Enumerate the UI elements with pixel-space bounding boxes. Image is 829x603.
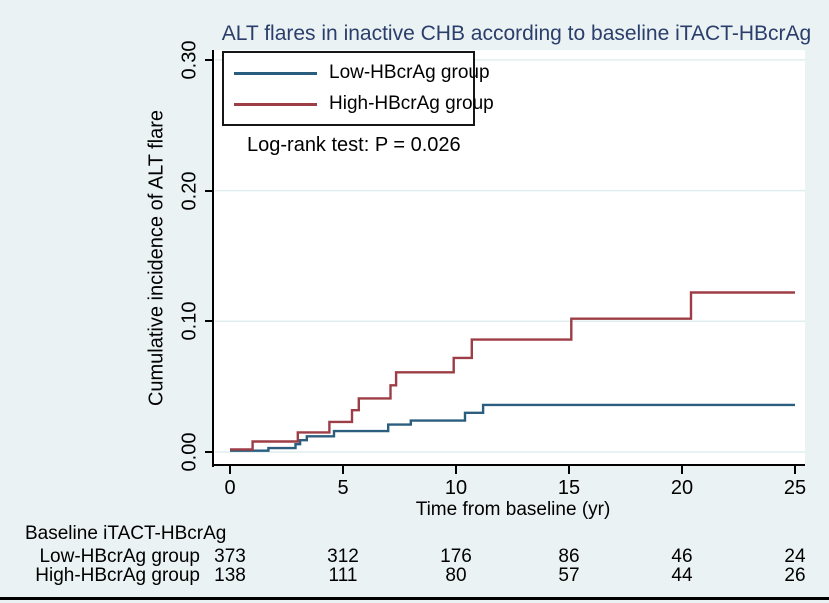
y-tick-label: 0.30: [178, 40, 201, 80]
curve-low-hbcrag-group: [230, 403, 795, 452]
x-tick-label: 25: [783, 477, 807, 499]
legend: Low-HBcrAg group High-HBcrAg group: [222, 51, 494, 126]
risk-count: 44: [671, 565, 693, 586]
x-tick-label: 0: [224, 477, 236, 499]
risk-count: 46: [671, 546, 693, 567]
x-tick-label: 15: [557, 477, 581, 499]
x-tick-label: 5: [337, 477, 349, 499]
risk-table-title: Baseline iTACT-HBcrAg: [25, 523, 227, 544]
x-tick-mark: [229, 466, 231, 474]
risk-count: 373: [214, 546, 246, 567]
risk-count: 312: [327, 546, 359, 567]
bottom-divider: [0, 597, 829, 600]
chart-title: ALT flares in inactive CHB according to …: [221, 22, 812, 45]
legend-item: Low-HBcrAg group: [224, 62, 490, 84]
risk-count: 86: [558, 546, 580, 567]
x-tick-mark: [568, 466, 570, 474]
risk-count: 57: [558, 565, 580, 586]
risk-count: 111: [328, 565, 358, 586]
x-axis-line: [212, 464, 805, 466]
y-axis-line: [212, 50, 214, 467]
legend-item-label: High-HBcrAg group: [329, 93, 494, 114]
risk-row-label: High-HBcrAg group: [35, 565, 200, 586]
log-rank-annotation: Log-rank test: P = 0.026: [247, 134, 461, 156]
legend-item: High-HBcrAg group: [224, 93, 494, 115]
risk-count: 24: [784, 546, 806, 567]
legend-line-swatch: [234, 71, 317, 75]
x-tick-mark: [455, 466, 457, 474]
risk-count: 138: [214, 565, 246, 586]
x-tick-mark: [342, 466, 344, 474]
x-tick-mark: [794, 466, 796, 474]
risk-count: 176: [440, 546, 472, 567]
y-tick-label: 0.00: [178, 432, 201, 472]
risk-row-label: Low-HBcrAg group: [39, 546, 200, 567]
y-axis-title: Cumulative incidence of ALT flare: [145, 109, 168, 407]
y-tick-mark: [205, 58, 213, 61]
y-tick-mark: [205, 451, 213, 453]
risk-count: 80: [445, 565, 467, 586]
y-tick-label: 0.10: [178, 301, 201, 341]
y-tick-mark: [205, 320, 213, 323]
x-tick-label: 20: [670, 477, 694, 499]
x-tick-label: 10: [444, 477, 468, 499]
legend-item-label: Low-HBcrAg group: [329, 62, 490, 83]
risk-count: 26: [784, 565, 806, 586]
legend-line-swatch: [234, 102, 317, 106]
x-tick-mark: [681, 466, 683, 474]
y-tick-mark: [205, 189, 213, 192]
y-tick-label: 0.20: [178, 171, 201, 211]
x-axis-title: Time from baseline (yr): [415, 499, 611, 520]
curve-high-hbcrag-group: [230, 291, 795, 451]
